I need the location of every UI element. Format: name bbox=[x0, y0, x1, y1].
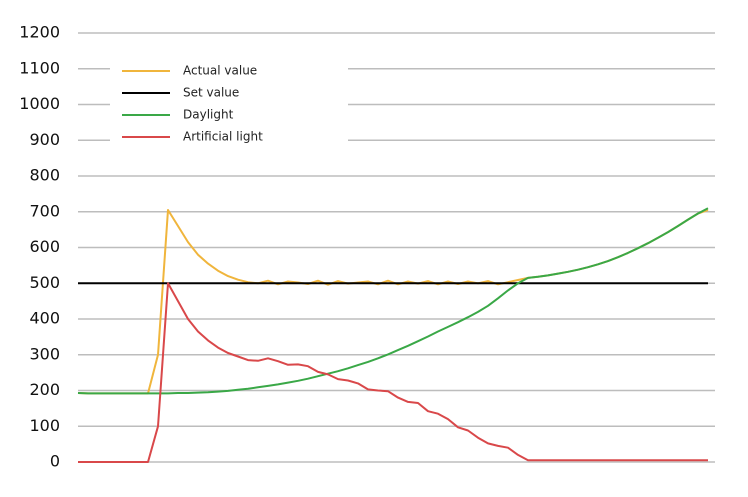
legend-label: Actual value bbox=[183, 64, 257, 78]
y-tick-label: 1200 bbox=[19, 23, 60, 42]
y-tick-label: 600 bbox=[29, 237, 60, 256]
y-tick-label: 1100 bbox=[19, 58, 60, 77]
y-tick-label: 1000 bbox=[19, 94, 60, 113]
y-tick-label: 300 bbox=[29, 344, 60, 363]
line-series bbox=[78, 282, 708, 463]
y-tick-label: 100 bbox=[29, 416, 60, 435]
legend-label: Daylight bbox=[183, 108, 234, 122]
y-tick-label: 400 bbox=[29, 309, 60, 328]
legend-label: Artificial light bbox=[183, 130, 263, 144]
y-tick-label: 200 bbox=[29, 380, 60, 399]
line-series bbox=[77, 207, 709, 395]
y-tick-label: 900 bbox=[29, 130, 60, 149]
legend-box bbox=[110, 42, 348, 164]
y-tick-label: 800 bbox=[29, 166, 60, 185]
line-series bbox=[77, 209, 709, 395]
legend-label: Set value bbox=[183, 86, 239, 100]
y-tick-label: 0 bbox=[50, 452, 60, 471]
y-tick-label: 700 bbox=[29, 201, 60, 220]
y-tick-label: 500 bbox=[29, 273, 60, 292]
